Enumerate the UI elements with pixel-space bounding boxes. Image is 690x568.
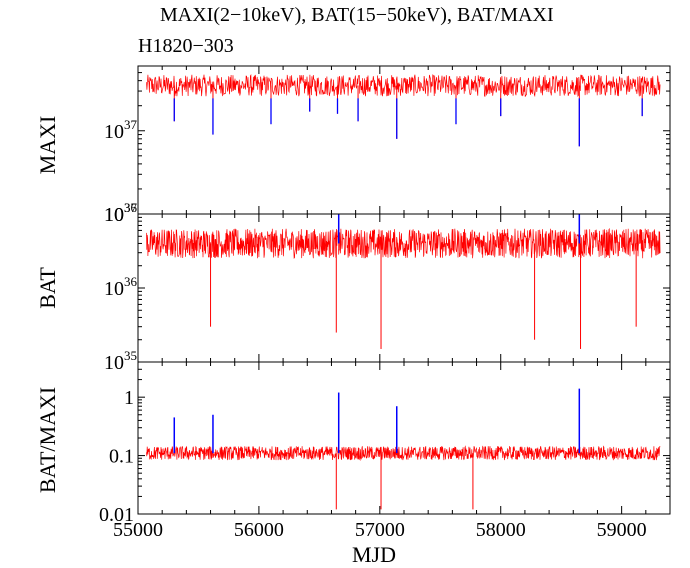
- xtick-label-0: 55000: [113, 519, 163, 541]
- panel-frame-ratio: [137, 361, 671, 515]
- ylabel-ratio: BAT/MAXI: [35, 387, 60, 493]
- chart-subtitle: H1820−303: [138, 35, 234, 57]
- chart-title: MAXI(2−10keV), BAT(15−50keV), BAT/MAXI: [160, 4, 554, 26]
- panel-frame-maxi: [137, 65, 671, 215]
- series-ratio: [146, 445, 661, 461]
- xlabel: MJD: [352, 542, 396, 567]
- ytick-label-ratio-2: 1: [124, 387, 134, 409]
- xtick-label-4: 59000: [597, 519, 647, 541]
- ytick-label-ratio-1: 0.1: [109, 446, 134, 468]
- xtick-label-2: 57000: [355, 519, 405, 541]
- series-maxi: [146, 74, 661, 98]
- ytick-label-maxi-1: 1037: [104, 117, 138, 143]
- ylabel-bat: BAT: [35, 267, 60, 309]
- ytick-label-bat-0: 1035: [104, 348, 137, 374]
- ytick-label-bat-1: 1036: [104, 274, 138, 300]
- ytick-label-bat-2: 1037: [104, 200, 138, 226]
- xtick-label-3: 58000: [476, 519, 526, 541]
- ylabel-maxi: MAXI: [35, 116, 60, 175]
- series-bat: [146, 227, 661, 259]
- xtick-label-1: 56000: [234, 519, 284, 541]
- panel-frame-bat: [137, 213, 671, 363]
- ytick-label-ratio-0: 0.01: [99, 504, 134, 526]
- ytick-label-maxi-0: 1036: [104, 200, 138, 226]
